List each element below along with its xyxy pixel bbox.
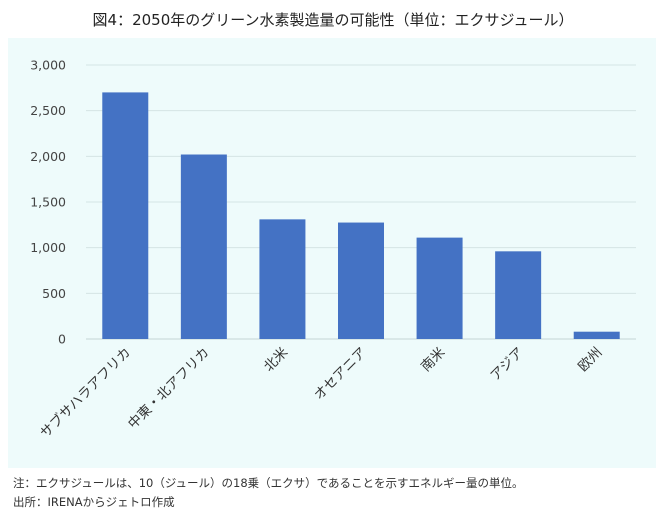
bar (416, 237, 463, 339)
bar (338, 222, 384, 339)
bar-chart: 0 500 1,000 1,500 2,000 2,500 3,000 サブサハラアフリカ中… (30, 58, 636, 442)
figure-title: 図4：2050年のグリーン水素製造量の可能性（単位：エクサジュール） (92, 11, 574, 29)
x-category-label: 南米 (418, 344, 449, 375)
x-category-label: サブサハラアフリカ (37, 344, 135, 442)
y-tick-label: 1,000 (30, 240, 66, 255)
y-tick-label: 2,000 (30, 149, 66, 164)
x-category-label: 中東・北アフリカ (125, 345, 213, 433)
y-tick-label: 2,500 (30, 103, 66, 118)
x-category-label: 欧州 (575, 345, 605, 375)
bar (102, 92, 149, 340)
chart-panel: 0 500 1,000 1,500 2,000 2,500 3,000 サブサハラアフリカ中… (8, 38, 656, 468)
y-tick-label: 3,000 (30, 58, 66, 73)
bar (495, 251, 542, 339)
bar (573, 331, 620, 339)
x-category-label: 北米 (261, 344, 292, 375)
y-axis-tick-labels: 0 500 1,000 1,500 2,000 2,500 3,000 (30, 58, 66, 347)
x-category-label: オセアニア (311, 345, 370, 404)
footnote: 注：エクサジュールは、10（ジュール）の18乗（エクサ）であることを示すエネルギ… (13, 476, 524, 490)
y-tick-label: 1,500 (30, 195, 66, 210)
source-note: 出所：IRENAからジェトロ作成 (13, 495, 175, 509)
x-category-label: アジア (487, 345, 527, 385)
y-tick-label: 500 (42, 286, 66, 301)
bar (259, 219, 306, 339)
bar (180, 154, 227, 339)
y-tick-label: 0 (58, 332, 66, 347)
bars (102, 92, 620, 340)
